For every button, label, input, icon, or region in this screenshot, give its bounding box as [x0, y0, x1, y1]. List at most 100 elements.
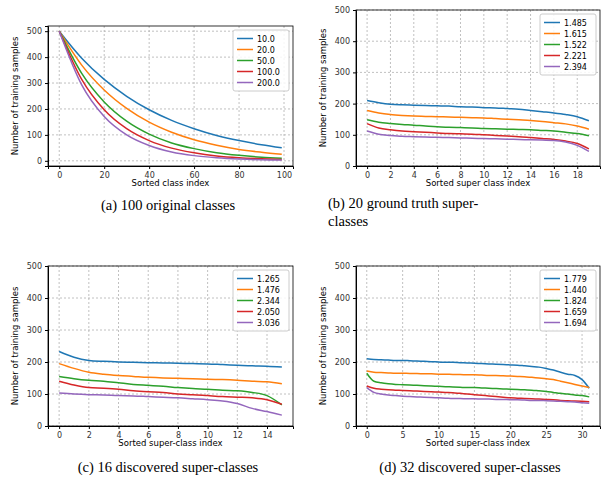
- legend-swatch: [237, 38, 253, 40]
- tick-mark: [577, 166, 578, 169]
- series-line: [59, 351, 282, 367]
- legend: 1.4851.6151.5222.2212.394: [540, 14, 596, 75]
- grid-line: [194, 26, 195, 166]
- tick: 500: [335, 6, 356, 15]
- tick: 100: [27, 390, 48, 399]
- tick-mark: [353, 135, 356, 136]
- tick-label: 100: [335, 131, 350, 140]
- legend-label: 1.779: [564, 275, 587, 284]
- series-line: [367, 359, 589, 388]
- tick-mark: [507, 166, 508, 169]
- legend-label: 1.694: [564, 319, 587, 328]
- grid-line: [413, 10, 414, 166]
- tick: 300: [27, 79, 48, 88]
- tick-mark: [460, 166, 461, 169]
- y-axis-title: Number of training samples: [318, 28, 328, 147]
- tick-label: 500: [335, 262, 350, 271]
- tick-mark: [178, 426, 179, 429]
- tick-label: 20: [100, 171, 110, 180]
- tick-mark: [59, 426, 60, 429]
- grid-line: [437, 10, 438, 166]
- legend: 1.7791.4401.8241.6591.694: [540, 270, 596, 331]
- tick-mark: [45, 362, 48, 363]
- grid-line: [460, 10, 461, 166]
- tick-mark: [554, 166, 555, 169]
- grid-line: [367, 10, 368, 166]
- tick: 200: [335, 100, 356, 109]
- figure: 0204060801000100200300400500Sorted class…: [0, 0, 606, 486]
- tick-mark: [484, 166, 485, 169]
- grid-line: [118, 266, 119, 426]
- tick: 12: [233, 426, 243, 440]
- tick-label: 0: [365, 171, 370, 180]
- series-line: [367, 110, 589, 129]
- tick: 300: [335, 326, 356, 335]
- legend-label: 100.0: [257, 68, 280, 77]
- caption: classes: [328, 213, 369, 229]
- tick-mark: [45, 135, 48, 136]
- tick: 18: [573, 166, 583, 180]
- x-axis-title: Sorted super-class index: [118, 438, 222, 448]
- tick: 0: [57, 426, 62, 440]
- grid-line: [390, 10, 391, 166]
- tick: 0: [345, 422, 356, 431]
- caption: (a) 100 original classes: [101, 197, 235, 214]
- tick-label: 14: [262, 431, 272, 440]
- tick-label: 0: [37, 422, 42, 431]
- tick: 400: [335, 294, 356, 303]
- y-axis-title: Number of training samples: [10, 36, 20, 155]
- legend-label: 2.221: [564, 52, 587, 61]
- tick-label: 80: [234, 171, 244, 180]
- legend-label: 1.522: [564, 41, 587, 50]
- tick-label: 0: [57, 431, 62, 440]
- tick-label: 0: [365, 431, 370, 440]
- tick-mark: [284, 166, 285, 169]
- legend-label: 1.440: [564, 286, 587, 295]
- series-line: [367, 373, 589, 397]
- tick-label: 0: [37, 157, 42, 166]
- tick-label: 2: [388, 171, 393, 180]
- y-axis: 0100200300400500: [335, 262, 357, 431]
- tick-mark: [353, 10, 356, 11]
- tick-label: 400: [27, 294, 42, 303]
- y-axis-title: Number of training samples: [318, 286, 328, 405]
- tick-mark: [45, 266, 48, 267]
- tick: 30: [577, 426, 587, 440]
- legend-swatch: [237, 289, 253, 291]
- grid-line: [366, 266, 367, 426]
- grid-line: [356, 362, 600, 363]
- legend-swatch: [237, 49, 253, 51]
- plot-frame: [48, 266, 293, 426]
- legend-swatch: [544, 66, 560, 68]
- axis-line: [49, 167, 294, 170]
- legend-label: 200.0: [257, 79, 280, 88]
- tick-mark: [104, 166, 105, 169]
- tick-label: 300: [27, 79, 42, 88]
- tick-mark: [474, 426, 475, 429]
- legend: 1.2651.4762.3442.0503.036: [233, 270, 289, 331]
- tick: 400: [27, 53, 48, 62]
- legend-label: 10.0: [257, 35, 275, 44]
- tick: 400: [335, 37, 356, 46]
- grid-line: [507, 10, 508, 166]
- legend-swatch: [544, 33, 560, 35]
- grid-line: [48, 134, 293, 135]
- legend-swatch: [544, 311, 560, 313]
- tick-mark: [353, 362, 356, 363]
- series-line: [367, 131, 589, 151]
- tick-label: 500: [335, 6, 350, 15]
- grid-line: [59, 266, 60, 426]
- legend-label: 20.0: [257, 46, 275, 55]
- tick: 80: [234, 166, 244, 180]
- x-axis-title: Sorted super-class index: [426, 438, 530, 448]
- panel: 0246810121416180100200300400500Sorted su…: [318, 6, 601, 229]
- tick-label: 12: [233, 431, 243, 440]
- grid-line: [88, 266, 89, 426]
- tick: 0: [365, 166, 370, 180]
- grid-line: [48, 362, 293, 363]
- tick-mark: [194, 166, 195, 169]
- tick-mark: [119, 426, 120, 429]
- grid-line: [148, 266, 149, 426]
- legend-swatch: [237, 300, 253, 302]
- tick-label: 25: [542, 431, 552, 440]
